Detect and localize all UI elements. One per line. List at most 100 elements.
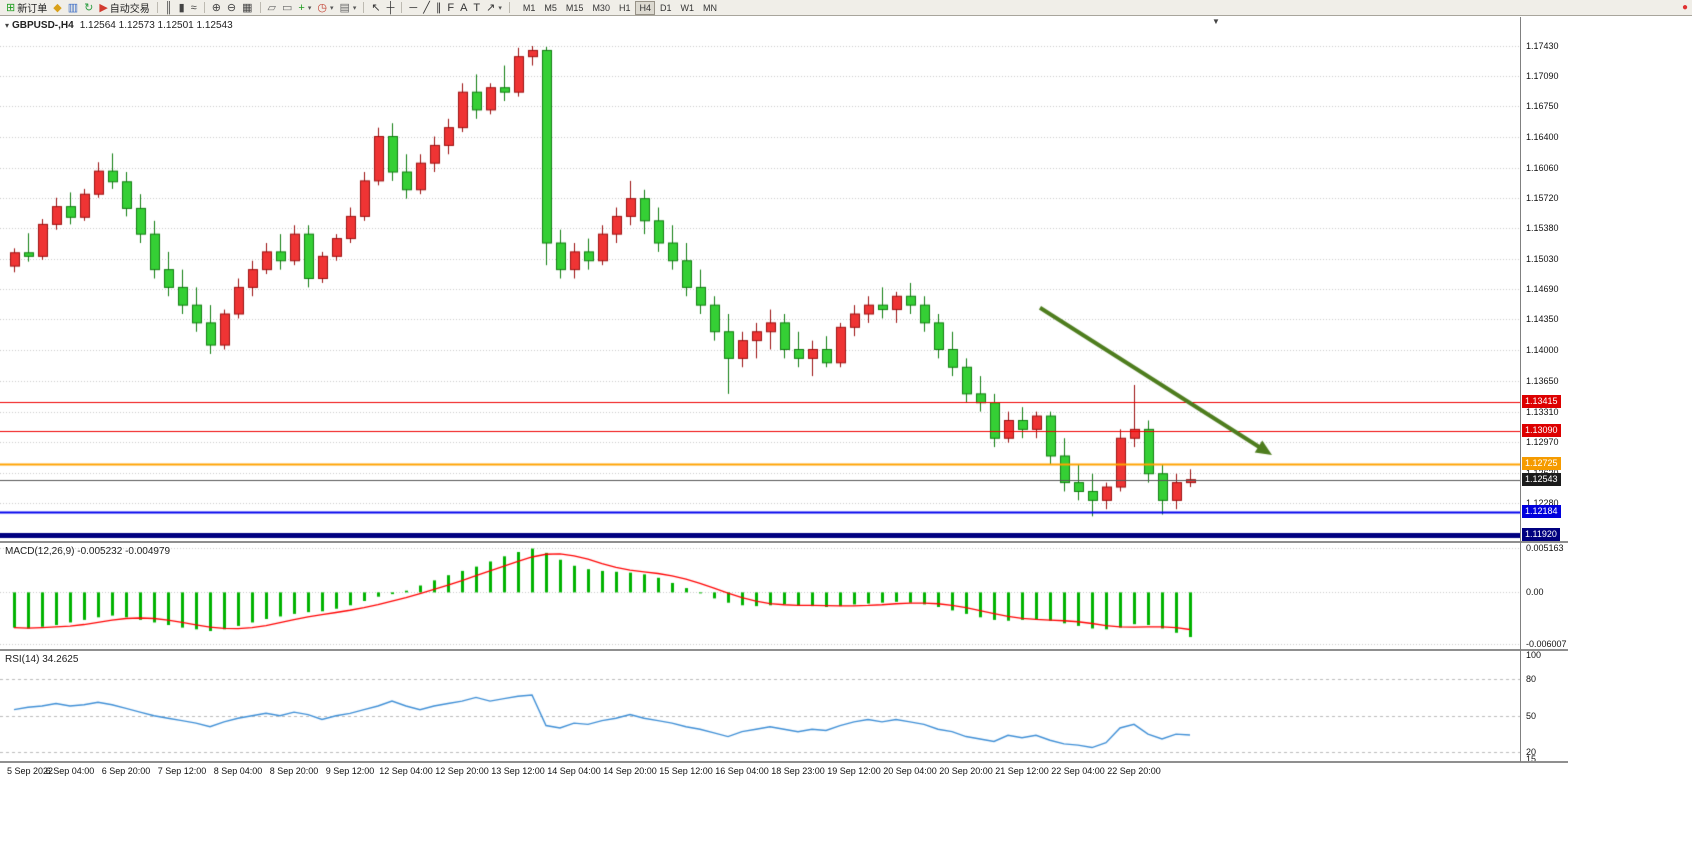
cursor-tool-button[interactable]: ↖: [369, 1, 382, 15]
chart-window-icon-icon: ◆: [53, 1, 62, 14]
price-tick: 1.17090: [1526, 71, 1559, 82]
candlestick-type-button-icon: ▮: [178, 1, 185, 14]
timeframe-h1[interactable]: H1: [618, 2, 631, 13]
price-level-badge: 1.13415: [1522, 395, 1561, 409]
hline-tool-button[interactable]: ─: [407, 1, 419, 15]
time-tick: 6 Sep 04:00: [45, 766, 95, 776]
crosshair-tool-button[interactable]: ┼: [385, 1, 397, 15]
timeframe-m15[interactable]: M15: [565, 2, 584, 13]
trendline-tool-button[interactable]: ╱: [421, 1, 432, 15]
tile-windows-button-icon: ▦: [242, 1, 253, 14]
autotrade-button[interactable]: ▶ 自动交易: [97, 1, 151, 16]
timeframe-h4[interactable]: H4: [635, 0, 655, 15]
panel-splitter[interactable]: [0, 761, 1568, 763]
toolbar-separator: [401, 2, 403, 13]
toolbar-separator: [259, 2, 261, 13]
macd-tick: 0.00: [1526, 587, 1544, 598]
zoom-out-button-icon: ⊖: [226, 1, 237, 14]
toolbar-separator: [363, 2, 365, 13]
ohlc-values: 1.12564 1.12573 1.12501 1.12543: [79, 20, 233, 31]
trendline-tool-button-icon: ╱: [423, 1, 430, 14]
macd-panel[interactable]: [0, 543, 1520, 649]
time-tick: 6 Sep 20:00: [101, 766, 151, 776]
timeframe-w1[interactable]: W1: [680, 2, 695, 13]
price-level-badge: 1.13090: [1522, 424, 1561, 438]
price-tick: 1.15380: [1526, 222, 1559, 233]
new-order-button[interactable]: ⊞ 新订单: [4, 1, 49, 16]
tile-windows-button[interactable]: ▦: [240, 1, 254, 15]
timeframe-m1[interactable]: M1: [522, 2, 536, 13]
price-chart[interactable]: [0, 17, 1520, 541]
macd-axis: 0.005163 0.00 -0.006007: [1521, 543, 1591, 649]
timeframe-m30[interactable]: M30: [592, 2, 610, 13]
time-axis[interactable]: 5 Sep 2022 6 Sep 04:00 6 Sep 20:00 7 Sep 12…: [0, 764, 1568, 781]
time-tick: 14 Sep 04:00: [547, 766, 601, 776]
timeframe-m5[interactable]: M5: [544, 2, 557, 13]
panel-splitter[interactable]: [0, 541, 1568, 543]
indicators-button-dropdown-icon[interactable]: ▾: [307, 4, 312, 12]
chart-shift-marker-icon[interactable]: ▼: [1212, 17, 1220, 26]
time-tick: 12 Sep 20:00: [435, 766, 489, 776]
price-tick: 1.12970: [1526, 436, 1559, 447]
arrange-windows-button-icon: ▭: [282, 1, 293, 14]
timeframe-d1[interactable]: D1: [659, 2, 672, 13]
autotrade-button-icon: ▶: [99, 1, 108, 14]
refresh-icon-icon: ↻: [84, 1, 94, 14]
chart-window-icon[interactable]: ◆: [51, 1, 63, 15]
line-chart-type-button-icon: ≈: [190, 1, 197, 14]
templates-button-dropdown-icon[interactable]: ▾: [352, 4, 357, 12]
panel-splitter[interactable]: [0, 649, 1568, 651]
period-button[interactable]: ◷ ▾: [315, 1, 335, 15]
autotrade-button-label: 自动交易: [109, 4, 150, 15]
fibonacci-tool-button-icon: F: [447, 1, 455, 14]
templates-button[interactable]: ▤ ▾: [337, 1, 358, 15]
zoom-out-button[interactable]: ⊖: [225, 1, 238, 15]
cascade-windows-button[interactable]: ▱: [266, 1, 278, 15]
zoom-in-button[interactable]: ⊕: [210, 1, 223, 15]
hline-tool-button-icon: ─: [409, 1, 418, 14]
text-tool-button[interactable]: A: [458, 1, 469, 15]
chart-symbol-label: ▾ GBPUSD-,H4 1.12564 1.12573 1.12501 1.125…: [5, 20, 233, 31]
toolbar: ⊞ 新订单 ◆ ▥ ↻ ▶ 自动交易 ║ ▮ ≈ ⊕ ⊖ ▦ ▱ ▭ + ▾ ◷ ▾ ▤ ▾ ↖ ┼ ─ ╱ ∥ F A T ↗ ▾ M1 M5…: [0, 0, 1692, 16]
indicators-button-icon: +: [298, 1, 305, 14]
timeframe-mn[interactable]: MN: [703, 2, 717, 13]
cursor-tool-button-icon: ↖: [371, 1, 381, 14]
fibonacci-tool-button[interactable]: F: [445, 1, 456, 15]
time-tick: 21 Sep 12:00: [995, 766, 1049, 776]
label-tool-button[interactable]: T: [471, 1, 482, 15]
refresh-icon[interactable]: ↻: [82, 1, 95, 15]
rsi-panel[interactable]: [0, 651, 1520, 761]
toolbar-separator: [156, 2, 158, 13]
arrange-windows-button[interactable]: ▭: [280, 1, 294, 15]
price-level-badge: 1.12725: [1522, 456, 1561, 470]
price-tick: 1.14000: [1526, 345, 1559, 356]
period-button-dropdown-icon[interactable]: ▾: [329, 4, 334, 12]
zoom-in-button-icon: ⊕: [211, 1, 221, 14]
new-order-button-label: 新订单: [17, 4, 48, 15]
rsi-axis: 100 80 50 20 15: [1521, 650, 1591, 764]
rsi-indicator-label: RSI(14) 34.2625: [5, 654, 79, 665]
macd-tick: -0.006007: [1526, 638, 1567, 649]
time-tick: 20 Sep 04:00: [883, 766, 937, 776]
crosshair-tool-button-icon: ┼: [386, 1, 395, 14]
candlestick-type-button[interactable]: ▮: [177, 1, 187, 15]
arrows-tool-button-dropdown-icon[interactable]: ▾: [498, 4, 502, 12]
text-tool-button-icon: A: [460, 1, 468, 14]
time-tick: 22 Sep 04:00: [1051, 766, 1105, 776]
indicators-button[interactable]: + ▾: [296, 1, 313, 15]
time-tick: 22 Sep 20:00: [1107, 766, 1161, 776]
price-tick: 1.16060: [1526, 162, 1559, 173]
oneclick-arrow-icon[interactable]: ▾: [5, 21, 10, 30]
time-tick: 19 Sep 12:00: [827, 766, 881, 776]
market-watch-icon[interactable]: ▥: [66, 1, 80, 15]
ohlc-bars-type-button[interactable]: ║: [163, 1, 175, 15]
price-tick: 1.15030: [1526, 253, 1559, 264]
toolbar-separator: [508, 2, 510, 13]
channel-tool-button-icon: ∥: [435, 1, 442, 14]
live-status-icon[interactable]: ●: [1681, 2, 1688, 13]
line-chart-type-button[interactable]: ≈: [189, 1, 199, 15]
label-tool-button-icon: T: [473, 1, 481, 14]
arrows-tool-button[interactable]: ↗ ▾: [484, 1, 504, 15]
channel-tool-button[interactable]: ∥: [434, 1, 444, 15]
price-level-badge: 1.12543: [1522, 472, 1561, 486]
